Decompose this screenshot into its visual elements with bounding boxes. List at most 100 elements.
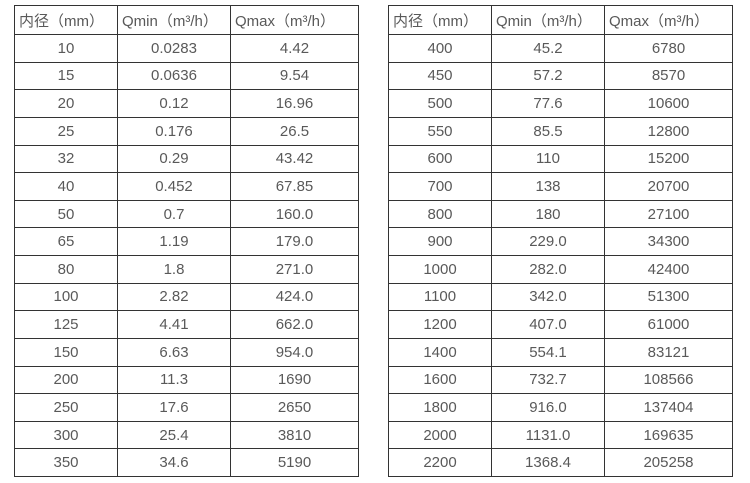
- table-cell: 10: [14, 34, 118, 63]
- table-cell: 50: [14, 199, 118, 229]
- table-row: 10 0.0283 4.42: [14, 34, 359, 63]
- table-row: 600 110 15200: [388, 144, 733, 174]
- table-cell: 0.452: [117, 172, 231, 201]
- table-cell: 1.19: [117, 227, 231, 256]
- table-row: 1400 554.1 83121: [388, 337, 733, 367]
- flow-table-large-diameters: 内径（mm） Qmin（m³/h） Qmax（m³/h） 400 45.2 6780 45…: [388, 5, 733, 477]
- table-cell: 138: [491, 172, 605, 201]
- table-cell: 110: [491, 144, 605, 174]
- table-row: 1600 732.7 108566: [388, 365, 733, 395]
- table-header-row: 内径（mm） Qmin（m³/h） Qmax（m³/h）: [388, 5, 733, 35]
- table-row: 300 25.4 3810: [14, 420, 359, 450]
- table-row: 1800 916.0 137404: [388, 393, 733, 422]
- table-cell: 1690: [230, 365, 359, 395]
- table-cell: 342.0: [491, 282, 605, 312]
- table-cell: 169635: [604, 420, 733, 450]
- table-cell: 100: [14, 282, 118, 312]
- table-cell: 1000: [388, 255, 492, 284]
- table-cell: 350: [14, 448, 118, 477]
- table-row: 700 138 20700: [388, 172, 733, 201]
- table-row: 400 45.2 6780: [388, 34, 733, 63]
- table-cell: 34.6: [117, 448, 231, 477]
- table-cell: 8570: [604, 61, 733, 91]
- table-cell: 45.2: [491, 34, 605, 63]
- table-cell: 407.0: [491, 310, 605, 339]
- table-cell: 20700: [604, 172, 733, 201]
- table-cell: 1.8: [117, 255, 231, 284]
- table-row: 125 4.41 662.0: [14, 310, 359, 339]
- table-cell: 4.41: [117, 310, 231, 339]
- table-cell: 10600: [604, 89, 733, 118]
- table-cell: 0.0636: [117, 61, 231, 91]
- table-cell: 450: [388, 61, 492, 91]
- table-cell: 34300: [604, 227, 733, 256]
- table-row: 900 229.0 34300: [388, 227, 733, 256]
- table-row: 100 2.82 424.0: [14, 282, 359, 312]
- table-cell: 150: [14, 337, 118, 367]
- column-header: Qmin（m³/h）: [117, 5, 231, 35]
- table-cell: 80: [14, 255, 118, 284]
- table-cell: 11.3: [117, 365, 231, 395]
- table-cell: 0.0283: [117, 34, 231, 63]
- table-cell: 4.42: [230, 34, 359, 63]
- table-cell: 6.63: [117, 337, 231, 367]
- table-cell: 20: [14, 89, 118, 118]
- table-cell: 1368.4: [491, 448, 605, 477]
- table-cell: 732.7: [491, 365, 605, 395]
- table-row: 80 1.8 271.0: [14, 255, 359, 284]
- table-cell: 282.0: [491, 255, 605, 284]
- table-cell: 65: [14, 227, 118, 256]
- table-cell: 400: [388, 34, 492, 63]
- column-header: Qmax（m³/h）: [230, 5, 359, 35]
- table-cell: 27100: [604, 199, 733, 229]
- column-header: 内径（mm）: [14, 5, 118, 35]
- table-cell: 424.0: [230, 282, 359, 312]
- table-row: 800 180 27100: [388, 199, 733, 229]
- table-row: 550 85.5 12800: [388, 116, 733, 146]
- table-cell: 1600: [388, 365, 492, 395]
- table-cell: 1131.0: [491, 420, 605, 450]
- table-cell: 61000: [604, 310, 733, 339]
- table-cell: 5190: [230, 448, 359, 477]
- table-cell: 300: [14, 420, 118, 450]
- table-cell: 200: [14, 365, 118, 395]
- table-cell: 16.96: [230, 89, 359, 118]
- table-row: 450 57.2 8570: [388, 61, 733, 91]
- table-cell: 0.12: [117, 89, 231, 118]
- table-row: 250 17.6 2650: [14, 393, 359, 422]
- table-cell: 2000: [388, 420, 492, 450]
- table-cell: 57.2: [491, 61, 605, 91]
- column-header: 内径（mm）: [388, 5, 492, 35]
- table-row: 40 0.452 67.85: [14, 172, 359, 201]
- table-cell: 40: [14, 172, 118, 201]
- table-row: 1100 342.0 51300: [388, 282, 733, 312]
- table-row: 1000 282.0 42400: [388, 255, 733, 284]
- table-cell: 205258: [604, 448, 733, 477]
- table-cell: 9.54: [230, 61, 359, 91]
- table-cell: 271.0: [230, 255, 359, 284]
- table-cell: 85.5: [491, 116, 605, 146]
- table-header-row: 内径（mm） Qmin（m³/h） Qmax（m³/h）: [14, 5, 359, 35]
- table-cell: 2200: [388, 448, 492, 477]
- table-row: 20 0.12 16.96: [14, 89, 359, 118]
- table-row: 500 77.6 10600: [388, 89, 733, 118]
- table-cell: 125: [14, 310, 118, 339]
- table-cell: 0.176: [117, 116, 231, 146]
- table-cell: 2650: [230, 393, 359, 422]
- table-cell: 43.42: [230, 144, 359, 174]
- table-cell: 179.0: [230, 227, 359, 256]
- table-row: 25 0.176 26.5: [14, 116, 359, 146]
- table-row: 2000 1131.0 169635: [388, 420, 733, 450]
- column-header: Qmax（m³/h）: [604, 5, 733, 35]
- table-cell: 0.7: [117, 199, 231, 229]
- table-cell: 12800: [604, 116, 733, 146]
- table-row: 50 0.7 160.0: [14, 199, 359, 229]
- table-cell: 500: [388, 89, 492, 118]
- table-cell: 42400: [604, 255, 733, 284]
- table-cell: 0.29: [117, 144, 231, 174]
- table-row: 150 6.63 954.0: [14, 337, 359, 367]
- table-row: 350 34.6 5190: [14, 448, 359, 477]
- table-cell: 51300: [604, 282, 733, 312]
- table-cell: 1100: [388, 282, 492, 312]
- table-cell: 954.0: [230, 337, 359, 367]
